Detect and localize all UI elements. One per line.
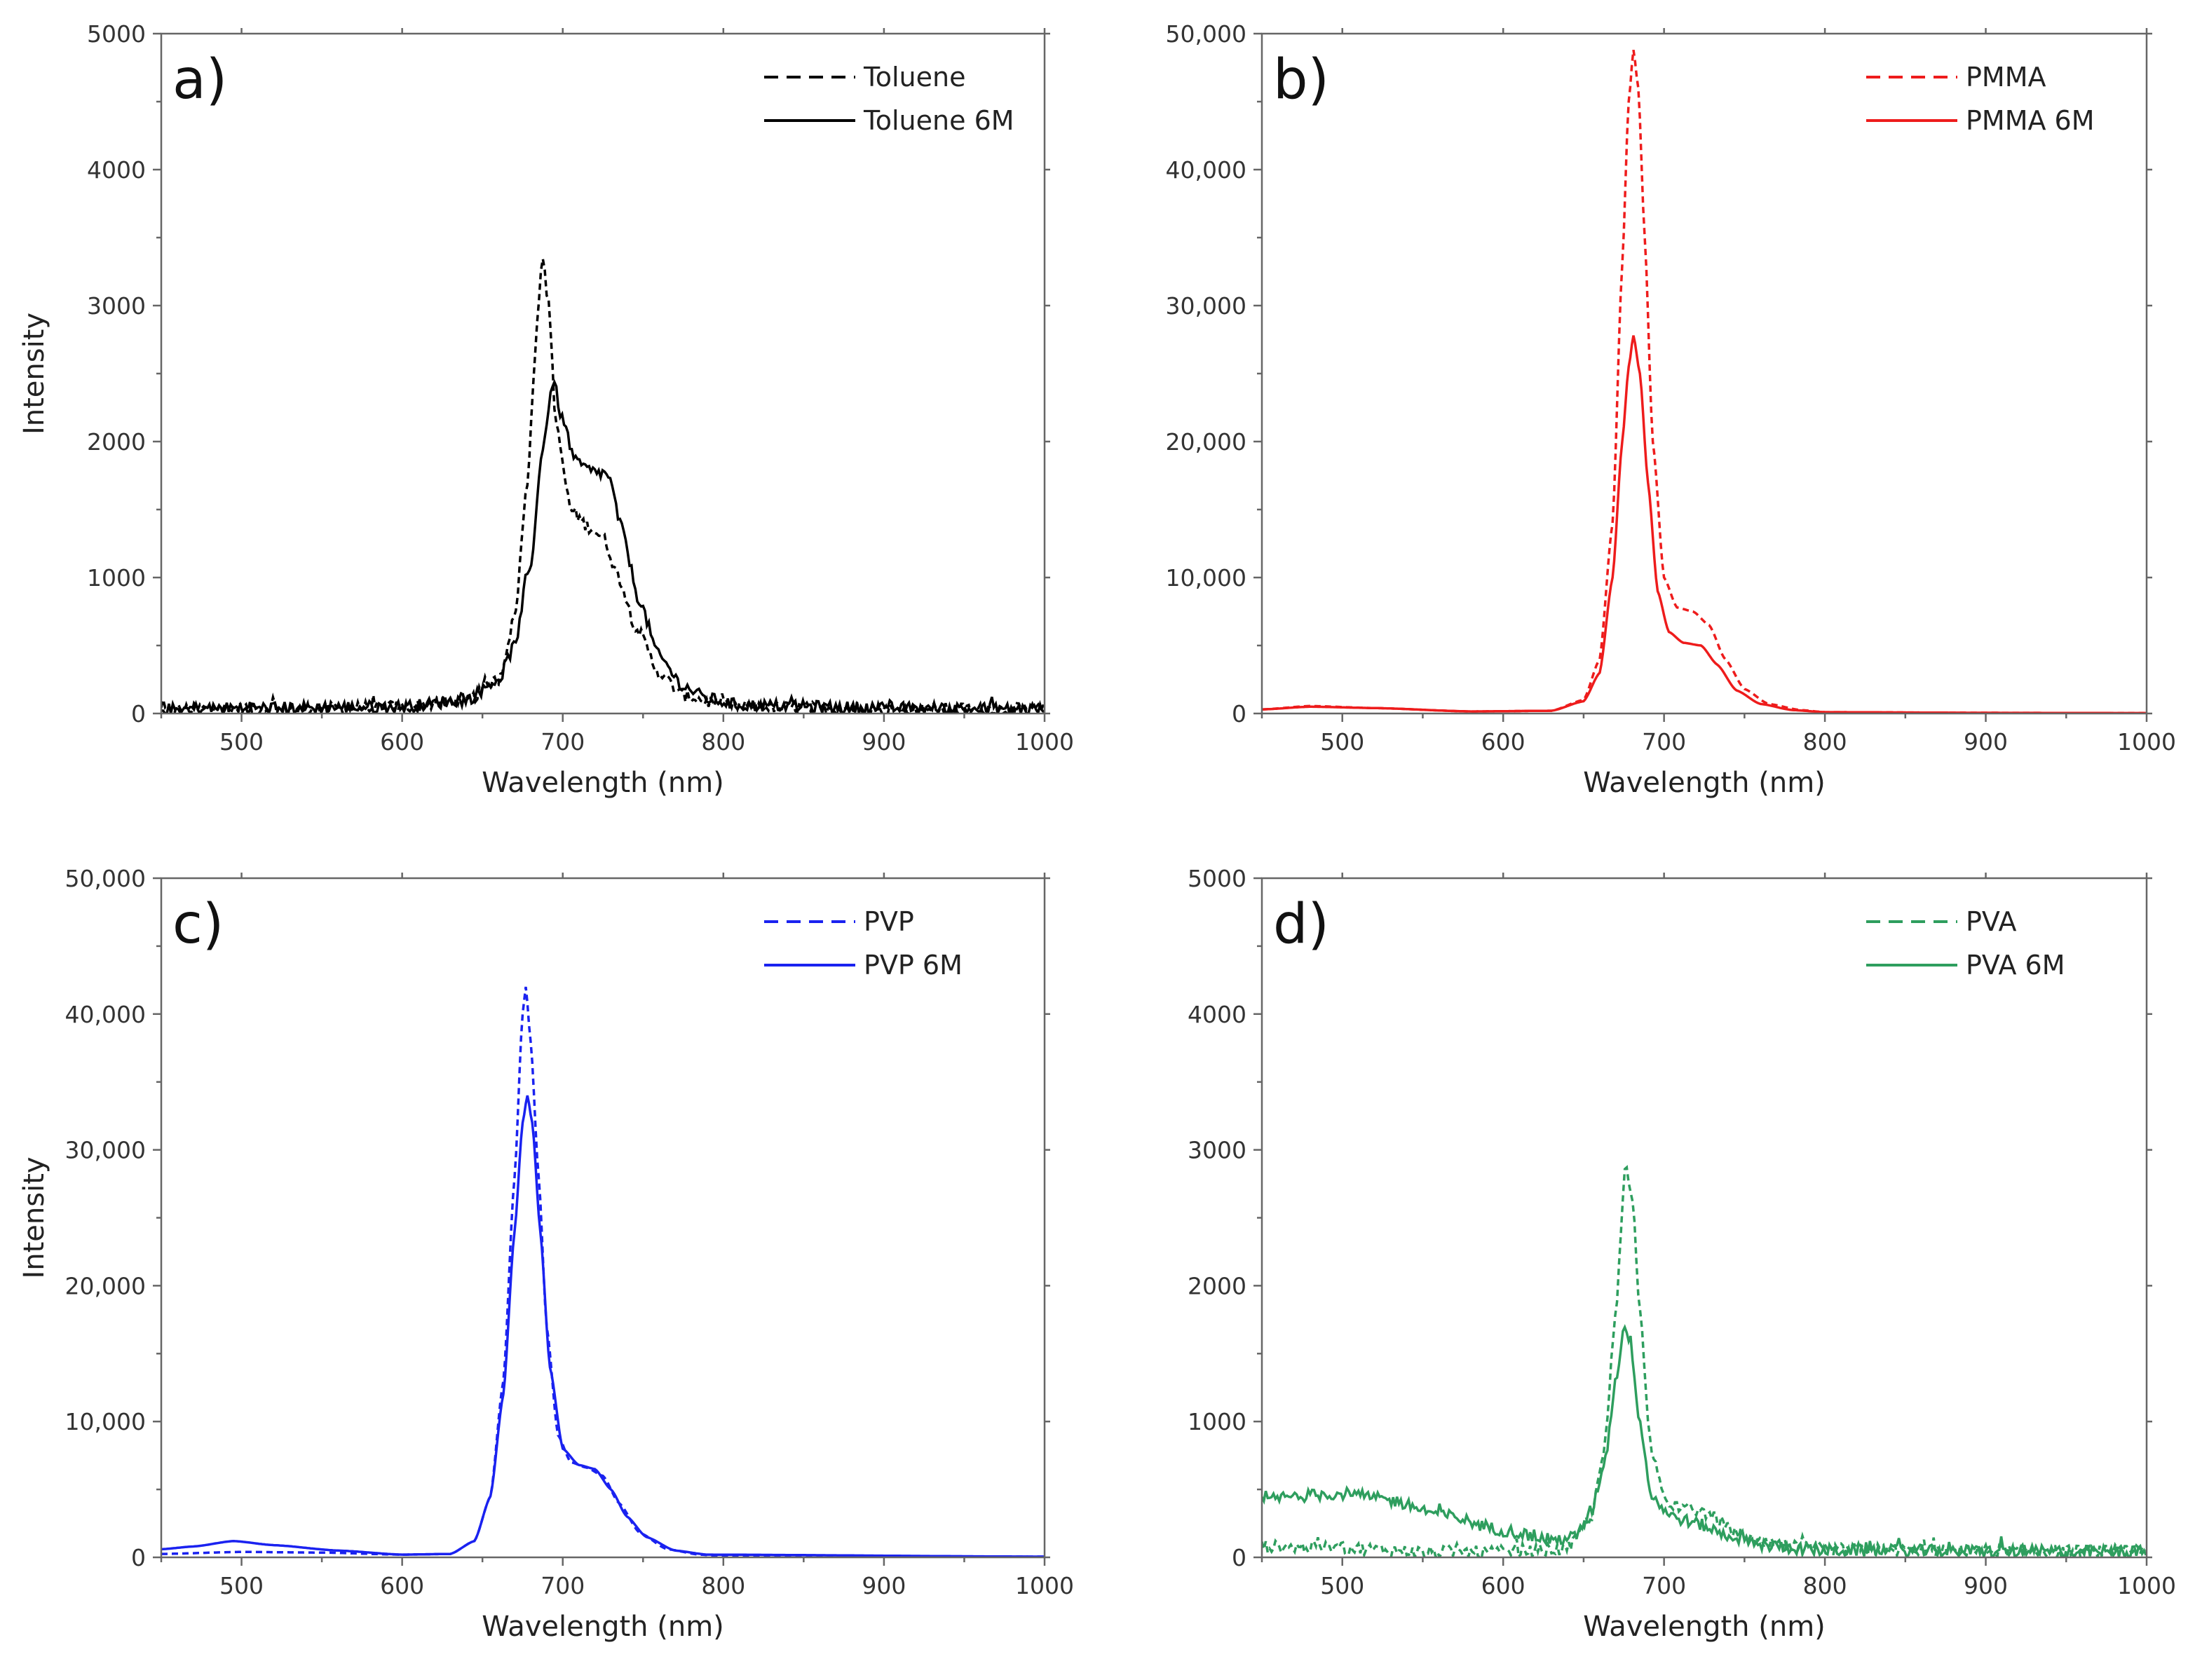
y-tick-label: 3000 bbox=[87, 292, 146, 320]
x-axis-label: Wavelength (nm) bbox=[482, 767, 724, 799]
y-tick-label: 0 bbox=[131, 1544, 146, 1571]
x-axis-label: Wavelength (nm) bbox=[1583, 1611, 1826, 1643]
x-tick-label: 500 bbox=[1320, 728, 1364, 756]
legend: PVP PVP 6M bbox=[764, 906, 963, 981]
x-tick-label: 800 bbox=[701, 728, 745, 756]
x-tick-label: 1000 bbox=[2117, 1572, 2176, 1599]
legend: PMMA PMMA 6M bbox=[1866, 62, 2095, 136]
x-tick-label: 500 bbox=[219, 1572, 264, 1599]
y-tick-label: 0 bbox=[1232, 1544, 1246, 1571]
x-axis-label: Wavelength (nm) bbox=[1583, 767, 1826, 799]
y-tick-label: 4000 bbox=[1188, 1001, 1246, 1028]
y-tick-label: 5000 bbox=[87, 20, 146, 48]
y-tick-label: 40,000 bbox=[65, 1001, 146, 1028]
x-tick-label: 900 bbox=[862, 1572, 906, 1599]
series-line-pmma bbox=[1262, 50, 2147, 713]
y-tick-label: 4000 bbox=[87, 156, 146, 184]
y-tick-label: 1000 bbox=[1188, 1408, 1246, 1435]
panel-label: d) bbox=[1273, 893, 1329, 956]
x-tick-label: 700 bbox=[541, 728, 585, 756]
y-tick-label: 20,000 bbox=[1166, 428, 1246, 456]
series-line-toluene bbox=[161, 259, 1045, 713]
y-tick-label: 3000 bbox=[1188, 1137, 1246, 1164]
y-tick-label: 1000 bbox=[87, 564, 146, 592]
y-tick-label: 0 bbox=[131, 700, 146, 728]
series-line-pvp-6m bbox=[161, 1095, 1045, 1557]
x-tick-label: 1000 bbox=[2117, 728, 2176, 756]
y-axis-label: Intensity bbox=[18, 313, 50, 435]
y-tick-label: 2000 bbox=[87, 428, 146, 456]
x-tick-label: 900 bbox=[1964, 728, 2008, 756]
y-tick-label: 5000 bbox=[1188, 865, 1246, 892]
y-axis-label: Intensity bbox=[18, 1156, 50, 1278]
series-line-pmma-6m bbox=[1262, 335, 2147, 713]
x-tick-label: 900 bbox=[862, 728, 906, 756]
x-tick-label: 900 bbox=[1964, 1572, 2008, 1599]
x-tick-label: 600 bbox=[1481, 1572, 1525, 1599]
series-line-pvp bbox=[161, 986, 1045, 1557]
x-tick-label: 500 bbox=[219, 728, 264, 756]
y-tick-label: 30,000 bbox=[65, 1137, 146, 1164]
y-tick-label: 50,000 bbox=[1166, 20, 1246, 48]
legend-label: PVP bbox=[864, 906, 914, 937]
legend-label: PMMA 6M bbox=[1966, 105, 2095, 136]
panel-a: 500 600 700 800 900 1000 0 1000 2000 3000 4000 5000… bbox=[18, 20, 1074, 799]
legend-label: Toluene bbox=[863, 62, 966, 93]
x-axis-label: Wavelength (nm) bbox=[482, 1611, 724, 1643]
y-tick-label: 50,000 bbox=[65, 865, 146, 892]
legend-label: Toluene 6M bbox=[863, 105, 1014, 136]
y-tick-label: 20,000 bbox=[65, 1272, 146, 1299]
x-tick-label: 700 bbox=[1642, 1572, 1686, 1599]
y-tick-label: 10,000 bbox=[1166, 564, 1246, 592]
x-tick-label: 600 bbox=[380, 1572, 424, 1599]
x-tick-label: 500 bbox=[1320, 1572, 1364, 1599]
y-tick-label: 10,000 bbox=[65, 1408, 146, 1435]
x-tick-label: 600 bbox=[1481, 728, 1525, 756]
series-line-pva-6m bbox=[1262, 1324, 2147, 1557]
y-tick-label: 2000 bbox=[1188, 1272, 1246, 1299]
x-tick-label: 700 bbox=[541, 1572, 585, 1599]
y-tick-label: 0 bbox=[1232, 700, 1246, 728]
x-tick-label: 1000 bbox=[1015, 728, 1074, 756]
panel-b: 500 600 700 800 900 1000 0 10,000 20,000 30,000 40… bbox=[1166, 20, 2176, 799]
y-tick-label: 40,000 bbox=[1166, 156, 1246, 184]
legend: Toluene Toluene 6M bbox=[764, 62, 1014, 136]
y-tick-label: 30,000 bbox=[1166, 292, 1246, 320]
legend: PVA PVA 6M bbox=[1866, 906, 2065, 981]
panel-label: b) bbox=[1273, 48, 1329, 111]
x-tick-label: 600 bbox=[380, 728, 424, 756]
x-tick-label: 800 bbox=[701, 1572, 745, 1599]
x-tick-label: 1000 bbox=[1015, 1572, 1074, 1599]
panel-label: c) bbox=[172, 893, 224, 956]
panel-label: a) bbox=[172, 48, 227, 111]
panel-d: 500 600 700 800 900 1000 0 1000 2000 3000 4000 5000… bbox=[1188, 865, 2176, 1643]
x-tick-label: 800 bbox=[1803, 728, 1847, 756]
series-line-toluene-6m bbox=[161, 378, 1045, 713]
legend-label: PVP 6M bbox=[864, 950, 963, 981]
panel-c: 500 600 700 800 900 1000 0 10,000 20,000 30,000 40… bbox=[18, 865, 1074, 1643]
legend-label: PVA 6M bbox=[1966, 950, 2065, 981]
x-tick-label: 700 bbox=[1642, 728, 1686, 756]
legend-label: PMMA bbox=[1966, 62, 2046, 93]
legend-label: PVA bbox=[1966, 906, 2016, 937]
series-line-pva bbox=[1262, 1165, 2147, 1557]
x-tick-label: 800 bbox=[1803, 1572, 1847, 1599]
